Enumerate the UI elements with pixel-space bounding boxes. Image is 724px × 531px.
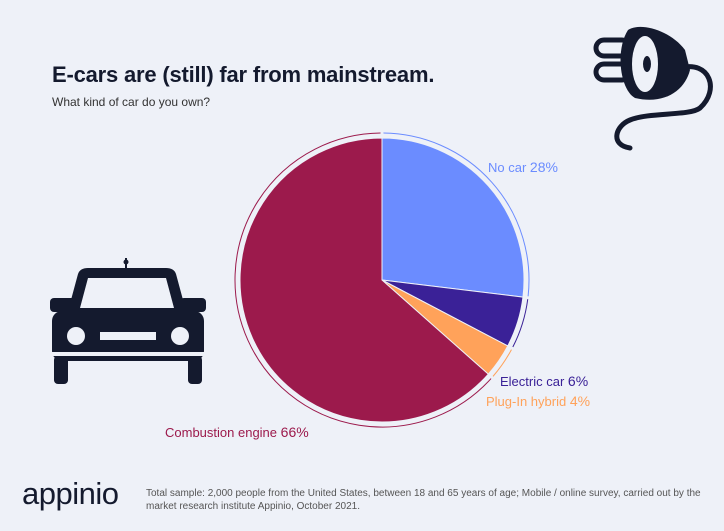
chart-title: E-cars are (still) far from mainstream. <box>52 62 435 87</box>
car-icon <box>50 258 206 384</box>
footnote: Total sample: 2,000 people from the Unit… <box>146 488 701 512</box>
label-electric-car: Electric car 6% <box>500 373 589 389</box>
slice-bracket <box>234 132 492 428</box>
plug-icon <box>593 26 713 151</box>
label-plug-in-hybrid: Plug-In hybrid 4% <box>486 393 591 409</box>
slice-bracket <box>492 349 512 377</box>
chart-subtitle: What kind of car do you own? <box>52 95 211 109</box>
appinio-logo: appinio <box>22 476 119 511</box>
label-no-car: No car 28% <box>488 159 558 175</box>
slice-bracket <box>512 299 529 348</box>
pie-slice-combustion-engine <box>239 137 489 423</box>
label-combustion-engine: Combustion engine 66% <box>165 424 309 440</box>
slice-bracket <box>383 132 530 297</box>
pie-slice-no-car <box>381 137 525 298</box>
